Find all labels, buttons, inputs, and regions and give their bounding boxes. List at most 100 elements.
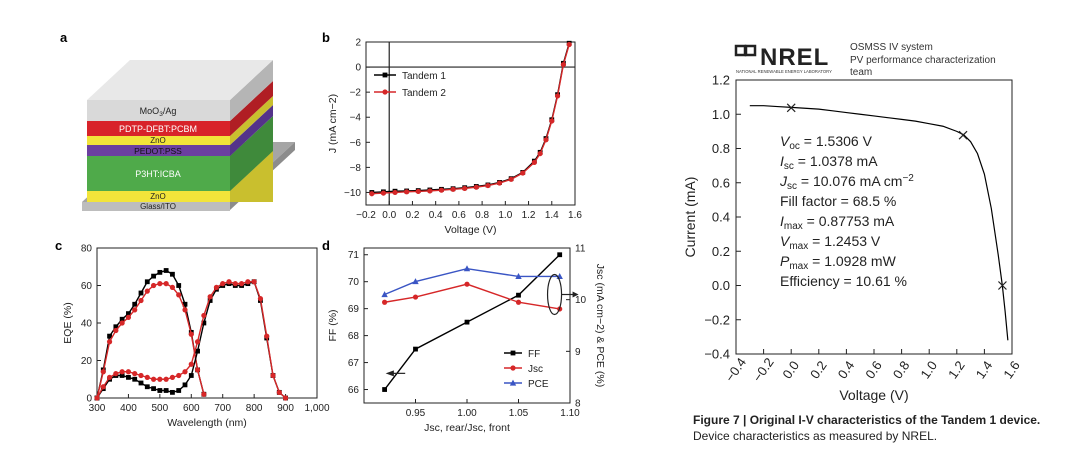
x-tick-label: 0.2 [807,358,830,381]
eqe-point [107,333,112,339]
eqe-point [201,312,207,319]
x-tick-label: 300 [89,403,106,414]
param-voc: Voc = 1.5306 V [780,133,873,152]
eqe-point [125,314,132,320]
layer-moo3 [87,100,230,121]
y-tick-label: 40 [81,319,93,330]
nrel-logo-mark [734,44,747,57]
nrel-logo-sub: NATIONAL RENEWABLE ENERGY LABORATORY [736,69,832,74]
data-point [380,190,387,196]
y-axis-label: EQE (%) [62,302,74,343]
x-tick-label: 1.2 [522,210,536,221]
eqe-point [188,373,194,378]
data-point [473,184,479,190]
x-axis-label: Voltage (V) [445,224,497,236]
panel-letter-c: c [55,238,62,253]
label-p3ht: P3HT:ICBA [135,169,181,179]
layer-glass [82,202,230,211]
label-zno-bottom: ZnO [150,192,166,201]
nrel-team-line2: team [850,67,872,78]
zno-bottom-side [230,151,273,202]
x-tick-label: 0.4 [835,358,858,381]
x-tick-label: 1.6 [568,210,582,221]
eqe-point [169,284,176,290]
x-axis-label: Jsc, rear/Jsc, front [424,422,510,434]
x-tick-label: 500 [152,403,169,414]
caption-title: Figure 7 | Original I-V characteristics … [693,413,1041,427]
eqe-point [138,290,144,296]
series-line-pce [384,267,560,296]
eqe-point [182,382,188,388]
eqe-point [100,384,106,390]
x-tick-label: 1.6 [1000,358,1023,381]
data-point [496,180,503,186]
x-tick-label: 400 [120,403,137,414]
label-pedot: PEDOT:PSS [134,146,182,156]
eqe-point [176,388,182,393]
eqe-point [163,268,169,273]
eqe-point [125,369,132,375]
eqe-point [170,271,175,277]
x-tick-label: 0.4 [429,210,443,221]
data-point [413,346,418,352]
data-point [560,61,566,68]
eqe-point [163,376,169,382]
eqe-point [194,339,201,345]
pedot-side [230,105,273,156]
y-tick-label: −4 [350,113,362,124]
eqe-point [132,376,138,382]
x-tick-label: 600 [183,403,200,414]
x-tick-label: 0.8 [475,210,489,221]
eqe-point [163,388,169,393]
x-tick-label: 700 [214,403,231,414]
eqe-point [176,292,182,298]
x-tick-label: 1,000 [304,403,329,414]
y-tick-label: 80 [81,244,93,255]
eqe-point [132,371,138,377]
eqe-point [138,297,144,304]
eqe-point [126,374,131,380]
y-tick-label: 0.2 [712,244,730,259]
y-tick-label: 71 [348,250,360,261]
x-axis-label: Wavelength (nm) [167,417,247,429]
eqe-series-line-4 [96,281,287,399]
layer-pdtp [87,121,230,136]
label-glass: Glass/ITO [140,202,176,211]
y-tick-label: 1.2 [712,73,730,88]
eqe-point [264,333,270,339]
x-tick-label: 800 [246,403,263,414]
eqe-point [251,279,257,285]
eqe-point [144,384,150,390]
nrel-logo: NREL NATIONAL RENEWABLE ENERGY LABORATOR… [734,44,832,74]
eqe-point [113,371,119,377]
series-line-1 [371,43,570,194]
characteristic-point-marker [958,130,968,140]
data-point [404,189,410,195]
eqe-point [119,373,125,378]
eqe-point [207,298,213,303]
layer-zno-top [87,136,230,145]
eqe-point [213,284,220,290]
eqe-point [106,339,113,345]
data-point [415,188,421,195]
eqe-point [182,307,188,313]
layer-zno-bottom [87,191,230,202]
eqe-point [150,376,157,382]
legend-marker [509,379,517,386]
data-point [381,291,388,298]
eqe-point [113,327,119,334]
eqe-point [144,288,150,294]
y-tick-label: 0.4 [712,210,730,225]
eqe-point [195,348,200,354]
x-tick-label: 0.6 [452,210,466,221]
data-point [557,252,563,258]
y-axis-label: FF (%) [327,309,339,341]
y2-tick-label: 8 [575,399,581,410]
param-efficiency: Efficiency = 10.61 % [780,273,907,289]
axis-indicator-ellipse [546,273,563,316]
y-axis-label: J (mA cm−2) [327,94,339,153]
data-point [412,294,419,300]
eqe-point [232,281,238,287]
data-point [464,281,470,287]
nrel-system-line: OSMSS IV system [850,42,933,53]
